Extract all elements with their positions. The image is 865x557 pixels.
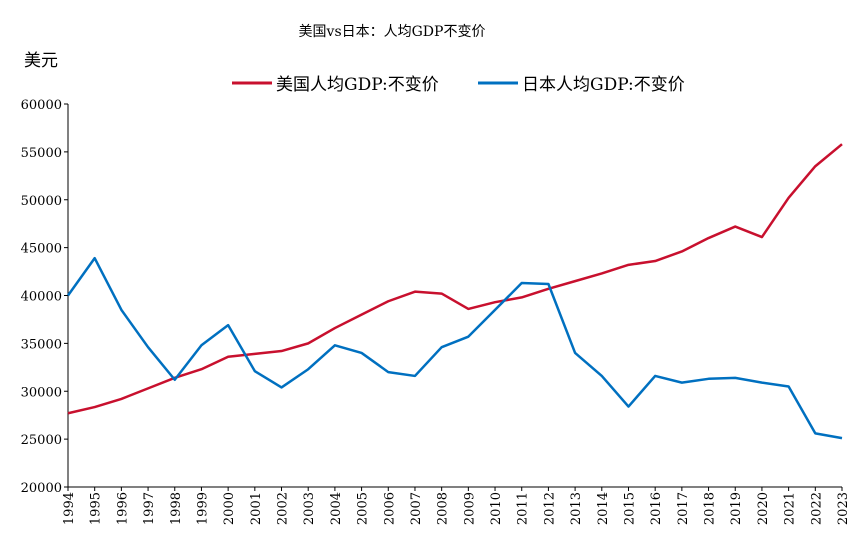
y-tick-label: 25000 <box>21 433 62 448</box>
x-tick-label: 1995 <box>89 492 104 525</box>
x-tick-label: 2005 <box>356 492 371 525</box>
x-tick-label: 2011 <box>516 492 531 525</box>
series-line-us <box>67 143 843 415</box>
x-tick-label: 2015 <box>622 492 637 525</box>
x-tick-label: 2001 <box>249 492 264 525</box>
y-axis-label: 美元 <box>24 51 58 71</box>
x-tick-label: 1998 <box>169 492 184 525</box>
x-tick-label: 2013 <box>569 492 584 525</box>
y-tick-label: 60000 <box>21 98 62 113</box>
y-tick-label: 45000 <box>21 242 62 257</box>
x-tick-label: 2012 <box>542 492 557 525</box>
legend-label: 美国人均GDP:不变价 <box>276 75 439 95</box>
x-tick-label: 2003 <box>302 492 317 525</box>
x-tick-label: 2023 <box>836 492 851 525</box>
x-tick-label: 2000 <box>222 492 237 525</box>
y-tick-label: 55000 <box>21 146 62 161</box>
x-tick-label: 2009 <box>462 492 477 525</box>
x-tick-label: 2018 <box>703 492 718 525</box>
x-tick-label: 2006 <box>382 492 397 525</box>
x-tick-label: 1999 <box>195 492 210 525</box>
legend-label: 日本人均GDP:不变价 <box>522 75 685 95</box>
x-tick-label: 2019 <box>729 492 744 525</box>
x-tick-label: 2014 <box>596 492 611 525</box>
y-tick-label: 35000 <box>21 337 62 352</box>
series-line-japan <box>66 256 843 440</box>
x-tick-label: 2004 <box>329 492 344 525</box>
x-tick-label: 1996 <box>115 492 130 525</box>
y-tick-label: 40000 <box>21 290 62 305</box>
x-tick-label: 2002 <box>276 492 291 525</box>
x-tick-label: 2008 <box>436 492 451 525</box>
x-tick-label: 2010 <box>489 492 504 525</box>
x-tick-label: 1994 <box>62 492 77 525</box>
x-tick-label: 2016 <box>649 492 664 525</box>
x-tick-label: 2007 <box>409 492 424 525</box>
x-tick-label: 2020 <box>756 492 771 525</box>
y-tick-label: 30000 <box>21 385 62 400</box>
chart-title: 美国vs日本：人均GDP不变价 <box>299 24 486 40</box>
x-tick-label: 2021 <box>783 492 798 525</box>
x-tick-label: 2017 <box>676 492 691 525</box>
y-tick-label: 20000 <box>21 481 62 496</box>
x-tick-label: 1997 <box>142 492 157 525</box>
x-tick-label: 2022 <box>809 492 824 525</box>
y-tick-label: 50000 <box>21 194 62 209</box>
